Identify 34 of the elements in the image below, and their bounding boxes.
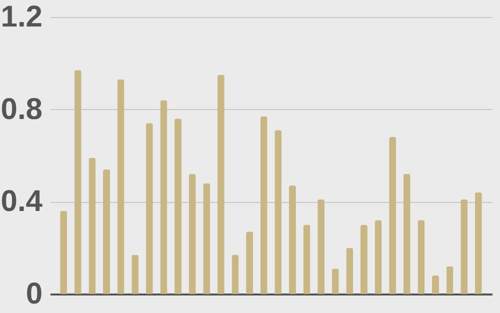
bar (288, 186, 296, 294)
bar (446, 266, 454, 294)
bar (346, 248, 354, 294)
y-tick-label: 0.8 (0, 92, 42, 126)
bar (360, 224, 368, 294)
bar (374, 220, 382, 294)
y-tick-label: 0.4 (0, 185, 43, 218)
bar (146, 123, 153, 294)
bar (174, 118, 182, 294)
bar (60, 210, 68, 294)
bar (318, 199, 325, 294)
bar (274, 130, 282, 294)
bar (332, 268, 339, 294)
bar (74, 70, 82, 294)
y-tick-label: 0 (26, 278, 42, 310)
bar (132, 254, 139, 294)
bar (188, 174, 196, 294)
bar (474, 192, 482, 294)
bar (460, 199, 468, 294)
bar (432, 276, 439, 294)
bar (217, 74, 224, 294)
bar (303, 224, 310, 294)
y-tick-label: 1.2 (0, 0, 42, 34)
bar (246, 232, 254, 294)
bar (260, 116, 268, 294)
bar (88, 158, 96, 294)
bar (418, 220, 425, 294)
bar (103, 169, 110, 294)
bar (203, 183, 210, 294)
bar (403, 174, 410, 294)
bar (160, 100, 168, 294)
bar (232, 254, 239, 294)
bar (117, 79, 124, 294)
bar (389, 137, 396, 294)
